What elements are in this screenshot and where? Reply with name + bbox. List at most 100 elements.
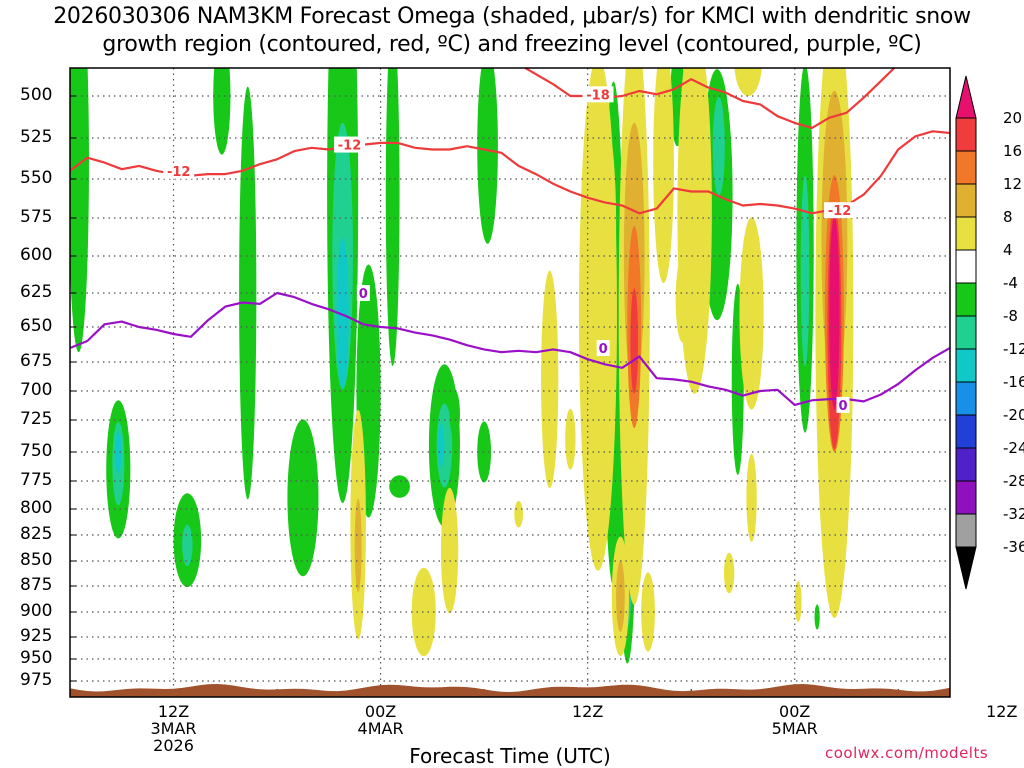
omega-region-33 (354, 498, 362, 593)
x-tick-label-48-1: 5MAR (771, 719, 818, 738)
x-tick-label-24-0: 00Z (364, 702, 397, 721)
omega-region-6 (239, 86, 257, 500)
omega-region-36 (541, 270, 559, 489)
y-tick-label-975: 975 (20, 670, 53, 690)
omega-region-26 (712, 96, 725, 196)
omega-region-34 (411, 567, 436, 657)
x-tick-label-12-0: 12Z (157, 702, 190, 721)
omega-region-5 (182, 524, 193, 567)
x-tick-label-12-1: 3MAR (150, 719, 197, 738)
contour-label-bg-6 (836, 396, 850, 413)
plot-frame (69, 67, 951, 698)
x-tick-label-12-2: 2026 (153, 736, 194, 755)
colorbar-label-7: -12 (1003, 340, 1024, 358)
y-tick-label-875: 875 (20, 575, 53, 595)
y-tick-label-675: 675 (20, 351, 53, 371)
y-tick-label-650: 650 (20, 316, 53, 336)
omega-region-51 (739, 217, 764, 410)
contour-label-2: -12 (828, 204, 852, 219)
omega-region-20 (477, 421, 492, 483)
colorbar-label-1: 16 (1003, 142, 1023, 160)
colorbar-label-10: -24 (1003, 439, 1024, 457)
omega-region-19 (449, 390, 460, 439)
contour-label-4: 0 (359, 287, 368, 302)
colorbar-label-13: -36 (1003, 538, 1024, 556)
contour-label-6: 0 (838, 399, 847, 414)
omega-region-18 (477, 68, 498, 244)
colorbar-label-11: -28 (1003, 472, 1024, 490)
colorbar-segment-6 (955, 282, 977, 317)
y-tick-label-725: 725 (20, 409, 53, 429)
colorbar-segment-7 (955, 315, 977, 350)
omega-region-61 (953, 37, 970, 87)
contour-label-bg-2 (824, 202, 856, 219)
omega-region-0 (70, 68, 89, 353)
contour-label-bg-1 (334, 136, 366, 153)
omega-region-30 (800, 175, 810, 367)
y-tick-label-900: 900 (20, 601, 53, 621)
y-tick-label-925: 925 (20, 626, 53, 646)
contour-0-0 (70, 291, 950, 406)
colorbar-segment-13 (955, 513, 977, 548)
colorbar-segment-4 (955, 216, 977, 251)
omega-region-50 (675, 257, 690, 343)
omega-region-3 (115, 430, 122, 474)
temperature-contours: -12 -12 -12 -18 0 0 0 (70, 68, 950, 414)
colorbar-segment-3 (955, 183, 977, 218)
colorbar-top-arrow (955, 75, 977, 119)
omega-region-7 (287, 419, 319, 577)
contour-label-bg-3 (582, 86, 614, 103)
colorbar-bottom-arrow (955, 546, 977, 590)
contour-minus18-2 (523, 68, 896, 130)
colorbar-label-8: -16 (1003, 373, 1024, 391)
omega-region-52 (746, 453, 757, 542)
y-tick-label-800: 800 (20, 498, 53, 518)
omega-region-39 (579, 68, 617, 571)
chart-title-line-1: 2026030306 NAM3KM Forecast Omega (shaded… (53, 4, 971, 29)
y-tick-label-825: 825 (20, 524, 53, 544)
site-credit-link[interactable]: coolwx.com/modelts (825, 744, 989, 762)
colorbar-label-2: 12 (1003, 175, 1023, 193)
omega-region-54 (734, 68, 762, 96)
contour-label-3: -18 (586, 88, 610, 103)
x-tick-label-48-0: 00Z (779, 702, 811, 721)
chart-title-line-2: growth region (contoured, red, ºC) and f… (102, 32, 922, 57)
omega-region-14 (389, 475, 410, 498)
x-axis-title: Forecast Time (UTC) (409, 744, 611, 768)
terrain (70, 684, 950, 697)
omega-region-35 (440, 487, 459, 614)
colorbar-label-12: -32 (1003, 505, 1024, 523)
colorbar-label-9: -20 (1003, 406, 1024, 424)
omega-region-17 (437, 423, 445, 468)
terrain-band (70, 684, 950, 697)
y-tick-label-750: 750 (20, 441, 53, 461)
y-tick-label-600: 600 (20, 245, 53, 265)
contour-label-bg-0 (163, 162, 195, 179)
colorbar-segment-1 (955, 117, 977, 152)
x-tick-label-36-0: 12Z (571, 702, 604, 721)
colorbar-segment-5 (955, 249, 977, 284)
contour-label-bg-4 (356, 285, 370, 301)
contour-label-0: -12 (167, 165, 191, 180)
colorbar-segment-8 (955, 348, 977, 383)
omega-region-60 (829, 217, 840, 410)
colorbar-label-3: 8 (1003, 208, 1013, 226)
colorbar-label-0: 20 (1003, 109, 1023, 127)
omega-region-13 (385, 68, 400, 367)
omega-region-44 (630, 288, 639, 394)
omega-region-31 (814, 604, 820, 630)
y-tick-label-700: 700 (20, 380, 53, 400)
contour-label-1: -12 (338, 139, 362, 154)
x-tick-label-60-0: 12Z (986, 702, 1018, 721)
colorbar-segment-12 (955, 480, 977, 515)
x-tick-label-24-1: 4MAR (357, 719, 404, 738)
omega-region-8 (213, 68, 231, 155)
omega-region-46 (616, 560, 625, 632)
colorbar (955, 75, 977, 590)
contour-label-5: 0 (599, 342, 608, 357)
omega-region-11 (336, 237, 349, 390)
omega-region-55 (794, 581, 802, 623)
y-tick-label-550: 550 (20, 168, 53, 188)
contour-minus12-1 (70, 130, 950, 215)
y-tick-label-500: 500 (20, 85, 53, 105)
